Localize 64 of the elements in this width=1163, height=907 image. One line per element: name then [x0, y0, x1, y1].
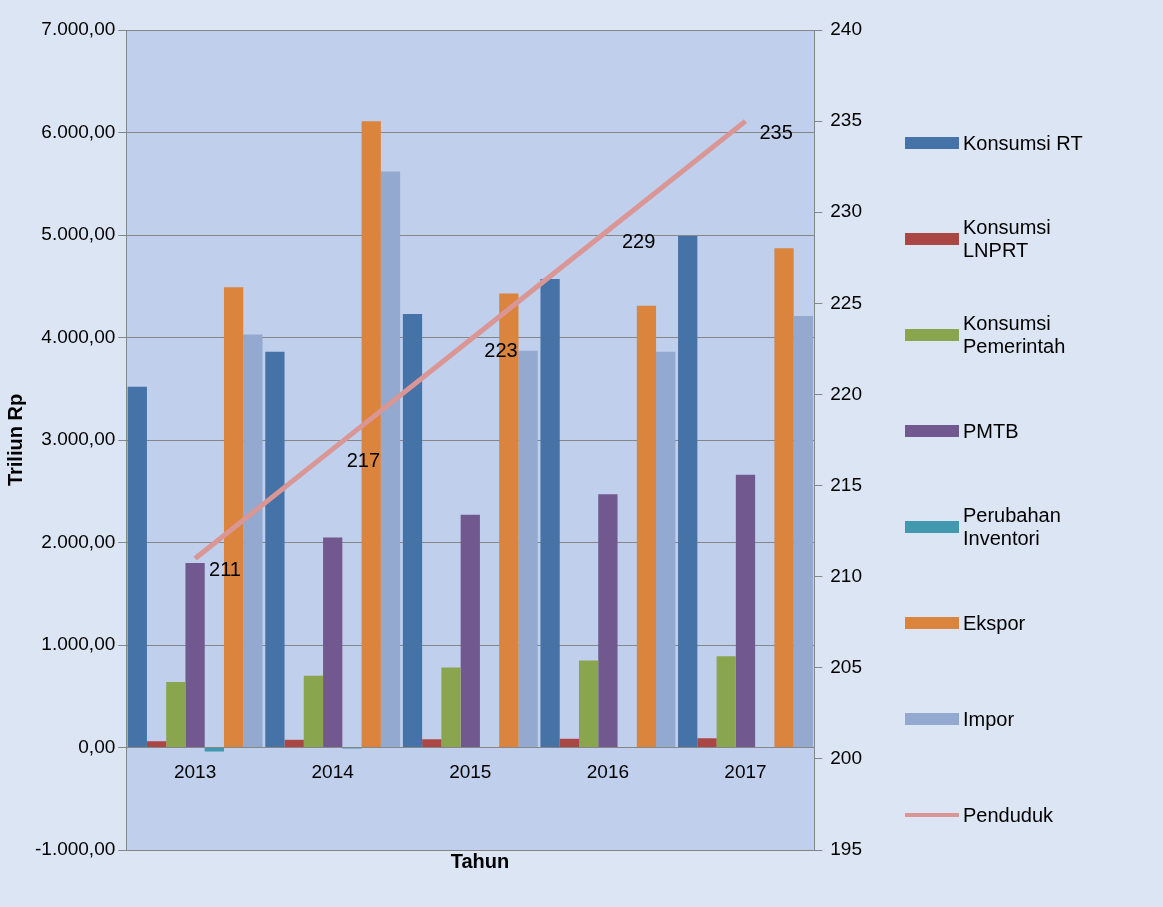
bar — [559, 738, 579, 747]
bar — [284, 739, 304, 747]
bar — [402, 313, 423, 747]
bar — [716, 656, 736, 747]
bar — [441, 667, 461, 747]
legend-label: Konsumsi RT — [963, 131, 1084, 155]
y-axis-title: Triliun Rp — [3, 393, 26, 487]
y-tick-label: -1.000,00 — [34, 838, 116, 860]
legend-label: Ekspor — [963, 611, 1027, 635]
y2-tick-label: 235 — [830, 109, 862, 131]
bar — [518, 350, 538, 747]
data-label: 229 — [621, 229, 656, 252]
legend-label: Konsumsi Pemerintah — [963, 312, 1067, 358]
bar — [380, 171, 401, 747]
legend-label: Impor — [963, 707, 1016, 731]
legend-label: Konsumsi LNPRT — [963, 216, 1052, 262]
legend-label: Penduduk — [963, 803, 1055, 827]
bar — [697, 738, 717, 747]
y-tick-label: 7.000,00 — [41, 18, 116, 40]
y-tick-label: 6.000,00 — [41, 120, 116, 142]
y2-tick-label: 230 — [830, 200, 862, 222]
bar — [243, 334, 263, 747]
bar — [265, 351, 285, 747]
bar — [146, 741, 167, 747]
bar — [127, 386, 147, 747]
bar — [540, 279, 560, 747]
x-tick-label: 2015 — [449, 761, 492, 783]
bar — [656, 351, 676, 747]
bar — [735, 474, 756, 747]
y-tick-label: 1.000,00 — [41, 633, 116, 655]
y2-tick-label: 195 — [830, 838, 862, 860]
legend-label: Perubahan Inventori — [963, 504, 1062, 550]
x-tick-label: 2014 — [311, 761, 355, 783]
bar — [678, 236, 698, 747]
y2-tick-label: 240 — [830, 18, 862, 40]
bar — [598, 494, 618, 747]
bar — [793, 315, 813, 747]
y2-tick-label: 200 — [830, 747, 862, 769]
y2-tick-label: 215 — [830, 473, 862, 495]
x-axis-title: Tahun — [449, 850, 511, 873]
bar — [422, 739, 442, 747]
bar — [303, 675, 324, 747]
x-tick-label: 2017 — [724, 761, 767, 783]
bar — [579, 660, 599, 747]
y2-tick-label: 220 — [830, 382, 862, 404]
bar — [323, 537, 343, 747]
y-tick-label: 0,00 — [78, 735, 116, 757]
bar — [636, 305, 657, 747]
bar — [166, 681, 186, 747]
bar — [185, 563, 205, 747]
y-tick-label: 3.000,00 — [41, 428, 116, 450]
y2-tick-label: 205 — [830, 656, 862, 678]
x-tick-label: 2013 — [173, 761, 217, 783]
bar — [774, 248, 794, 747]
data-label: 235 — [759, 120, 793, 143]
y-tick-label: 2.000,00 — [41, 530, 116, 552]
y-tick-label: 5.000,00 — [41, 223, 116, 245]
y-tick-label: 4.000,00 — [41, 325, 116, 347]
legend-label: PMTB — [963, 419, 1020, 443]
x-tick-label: 2016 — [586, 761, 630, 783]
y2-tick-label: 225 — [830, 291, 862, 313]
bar — [204, 748, 224, 752]
y2-tick-label: 210 — [830, 564, 862, 586]
bar — [460, 514, 480, 747]
